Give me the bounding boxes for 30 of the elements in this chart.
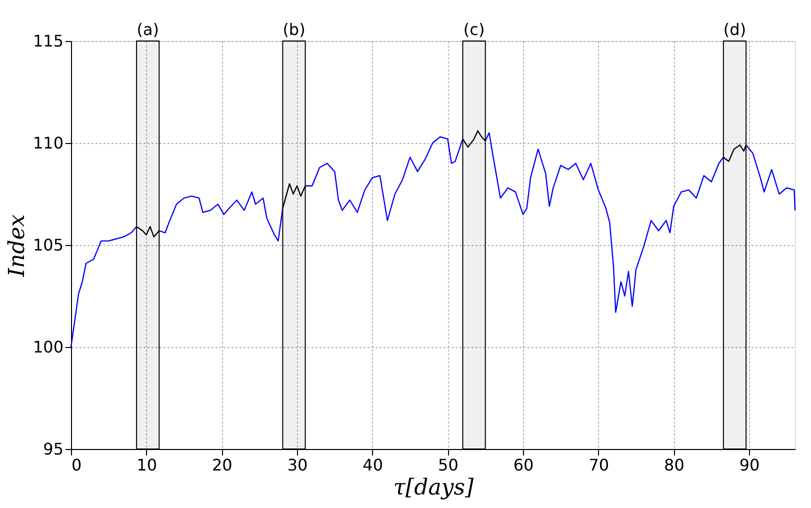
x-tick-label: 50 bbox=[438, 456, 458, 474]
y-tick-label: 100 bbox=[32, 338, 64, 356]
x-tick-label: 90 bbox=[739, 456, 760, 474]
y-tick-label: 105 bbox=[32, 236, 64, 254]
y-axis-title: Index bbox=[4, 214, 30, 278]
line-series bbox=[70, 226, 138, 348]
line-series bbox=[722, 144, 747, 162]
line-series bbox=[158, 191, 284, 242]
line-series bbox=[136, 226, 160, 238]
line-series bbox=[484, 132, 724, 313]
x-tick-label: 10 bbox=[136, 456, 158, 474]
x-tick-label: 40 bbox=[362, 456, 384, 474]
x-tick-label: 30 bbox=[287, 456, 308, 474]
x-axis-title: τ[days] bbox=[393, 476, 474, 500]
y-tick-label: 95 bbox=[43, 440, 64, 458]
line-series bbox=[282, 183, 306, 209]
x-tick-label: 60 bbox=[513, 456, 534, 474]
band-label: (b) bbox=[282, 20, 306, 39]
band-label: (a) bbox=[136, 20, 159, 39]
y-tick-label: 115 bbox=[32, 32, 64, 50]
x-tick-label: 80 bbox=[664, 456, 684, 474]
x-tick-label: 70 bbox=[588, 456, 610, 474]
line-series bbox=[745, 144, 796, 211]
band-label: (d) bbox=[723, 20, 746, 39]
line-series bbox=[304, 136, 464, 222]
y-tick-label: 110 bbox=[32, 134, 64, 152]
band-label: (c) bbox=[463, 20, 485, 39]
x-tick-label: 0 bbox=[72, 456, 82, 474]
x-tick-label: 20 bbox=[212, 456, 232, 474]
line-series bbox=[462, 130, 486, 148]
